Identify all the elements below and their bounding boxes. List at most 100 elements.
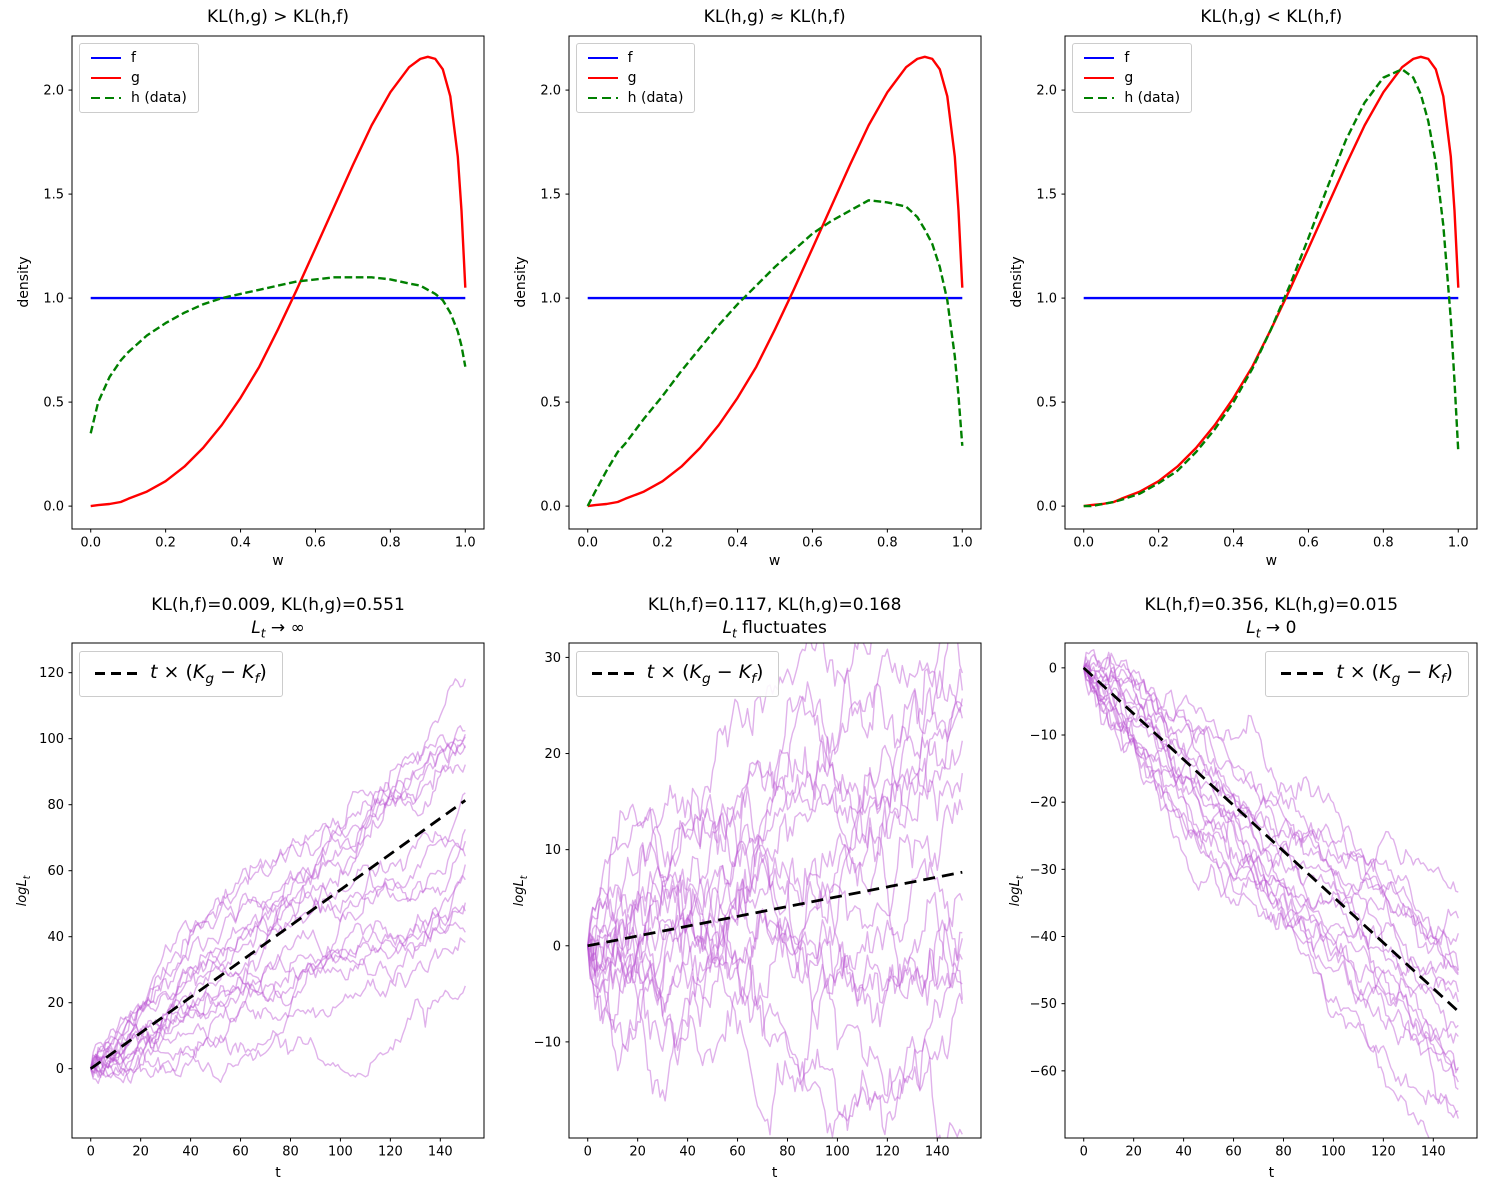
plot-title: KL(h,g) > KL(h,f): [207, 7, 349, 27]
subplot-bottom-left: 0 20 40 60 80 100 120 140 0 20 40 60 80 100 120 KL(h,f…: [0, 595, 497, 1190]
svg-text:0.0: 0.0: [1037, 500, 1058, 515]
plot-subtitle: Lt → ∞: [251, 618, 305, 641]
svg-text:1.0: 1.0: [952, 536, 973, 551]
legend-item-h: h (data): [587, 90, 684, 106]
svg-text:0.0: 0.0: [1074, 536, 1095, 551]
svg-text:0.6: 0.6: [802, 536, 823, 551]
line-sample-g: [91, 77, 121, 79]
plot-title: KL(h,f)=0.009, KL(h,g)=0.551: [151, 595, 405, 615]
svg-text:60: 60: [1226, 1145, 1243, 1160]
svg-text:60: 60: [232, 1145, 249, 1160]
svg-text:2.0: 2.0: [43, 84, 64, 99]
svg-text:0.0: 0.0: [80, 536, 101, 551]
y-axis-label: logLt: [511, 875, 530, 907]
plot-title: KL(h,f)=0.356, KL(h,g)=0.015: [1144, 595, 1399, 615]
plot-title: KL(h,f)=0.117, KL(h,g)=0.168: [647, 595, 902, 615]
plot-title: KL(h,g) < KL(h,f): [1200, 7, 1343, 27]
svg-text:−60: −60: [1030, 1064, 1057, 1079]
svg-text:1.0: 1.0: [1037, 292, 1058, 307]
y-axis-label: density: [512, 256, 529, 308]
legend-label: g: [1124, 70, 1134, 86]
trend-legend-label: t × (Kg − Kf): [1336, 661, 1453, 687]
dashed-line-sample: [1281, 672, 1324, 676]
svg-text:80: 80: [282, 1145, 299, 1160]
svg-text:80: 80: [1276, 1145, 1293, 1160]
legend: t × (Kg − Kf): [79, 651, 283, 697]
svg-text:140: 140: [1421, 1145, 1446, 1160]
plot-canvas-top-middle: 0.0 0.2 0.4 0.6 0.8 1.0 0.0 0.5 1.0 1.5 2.0: [540, 35, 982, 551]
svg-text:40: 40: [1176, 1145, 1193, 1160]
svg-text:0.2: 0.2: [652, 536, 673, 551]
y-axis-label: density: [1009, 256, 1026, 308]
trend-legend-label: t × (Kg − Kf): [646, 661, 764, 687]
legend-label: g: [131, 70, 140, 86]
plot-canvas-bottom-left: 0 20 40 60 80 100 120 140 0 20 40 60 80 100 120: [39, 642, 485, 1160]
svg-text:40: 40: [47, 930, 64, 945]
line-sample-h: [587, 96, 618, 100]
line-sample-g: [1084, 77, 1115, 79]
svg-text:40: 40: [182, 1145, 199, 1160]
trend-legend-label: t × (Kg − Kf): [150, 661, 267, 687]
svg-text:140: 140: [428, 1145, 453, 1160]
x-axis-label: t: [771, 1165, 778, 1181]
svg-text:0: 0: [583, 1145, 591, 1160]
svg-text:0.4: 0.4: [1224, 536, 1245, 551]
svg-text:0.8: 0.8: [380, 536, 401, 551]
svg-text:0.4: 0.4: [727, 536, 748, 551]
svg-text:0.0: 0.0: [540, 500, 561, 515]
svg-text:10: 10: [544, 843, 561, 858]
svg-text:−40: −40: [1030, 930, 1057, 945]
legend-item-h: h (data): [1084, 91, 1180, 105]
svg-text:120: 120: [875, 1145, 900, 1160]
plot-canvas-top-left: 0.0 0.2 0.4 0.6 0.8 1.0 0.0 0.5 1.0 1.5 2.0: [43, 35, 485, 551]
svg-text:120: 120: [378, 1145, 403, 1160]
svg-text:0.0: 0.0: [577, 536, 598, 551]
plot-canvas-bottom-middle: 0 20 40 60 80 100 120 140 −10 0 10 20 30: [533, 642, 982, 1160]
svg-text:0: 0: [1080, 1145, 1088, 1160]
svg-text:0.8: 0.8: [877, 536, 898, 551]
svg-text:60: 60: [47, 864, 64, 879]
x-axis-label: w: [768, 553, 781, 569]
svg-text:1.5: 1.5: [43, 188, 64, 203]
svg-text:100: 100: [39, 732, 64, 747]
legend-label: h (data): [1124, 90, 1181, 106]
legend: f g h (data): [1072, 43, 1193, 113]
svg-text:20: 20: [1126, 1145, 1143, 1160]
svg-text:0.2: 0.2: [155, 536, 176, 551]
svg-text:60: 60: [729, 1145, 746, 1160]
legend-label: f: [627, 50, 633, 66]
svg-text:1.5: 1.5: [540, 188, 561, 203]
x-axis-label: w: [1265, 553, 1278, 569]
svg-text:0.5: 0.5: [43, 396, 64, 411]
dashed-line-sample: [95, 672, 137, 676]
svg-text:−20: −20: [1030, 796, 1057, 811]
plot-subtitle: Lt fluctuates: [722, 618, 827, 641]
svg-text:0.2: 0.2: [1149, 536, 1170, 551]
svg-text:20: 20: [629, 1145, 646, 1160]
svg-text:80: 80: [47, 798, 64, 813]
legend-label: f: [131, 50, 136, 66]
svg-text:100: 100: [1321, 1145, 1346, 1160]
legend-label: f: [1124, 50, 1130, 66]
subplot-bottom-middle: 0 20 40 60 80 100 120 140 −10 0 10 20 30 KL(h,f)=0.1…: [497, 595, 994, 1190]
svg-text:−30: −30: [1030, 863, 1057, 878]
x-axis-label: t: [1268, 1165, 1275, 1181]
svg-text:120: 120: [1371, 1145, 1396, 1160]
svg-text:1.0: 1.0: [43, 292, 64, 307]
x-axis-label: t: [275, 1165, 281, 1181]
svg-text:0.0: 0.0: [43, 500, 64, 515]
legend-item-f: f: [1084, 51, 1180, 65]
svg-text:80: 80: [779, 1145, 796, 1160]
svg-text:0.5: 0.5: [540, 396, 561, 411]
subplot-top-left: 0.0 0.2 0.4 0.6 0.8 1.0 0.0 0.5 1.0 1.5 2.0 KL(h,g…: [0, 0, 497, 595]
legend: t × (Kg − Kf): [1265, 651, 1469, 697]
legend-label: h (data): [627, 90, 684, 106]
legend-item-f: f: [587, 50, 684, 66]
svg-text:0: 0: [87, 1145, 95, 1160]
svg-text:100: 100: [825, 1145, 850, 1160]
legend-item-g: g: [91, 71, 187, 85]
y-axis-label: logLt: [15, 875, 33, 907]
legend-item-h: h (data): [91, 91, 187, 105]
svg-text:0.6: 0.6: [1298, 536, 1319, 551]
